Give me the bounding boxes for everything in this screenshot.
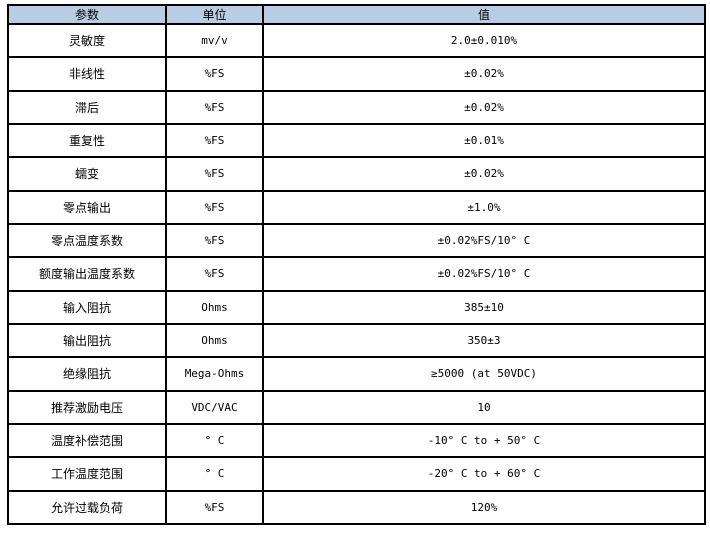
unit-cell: %FS <box>165 256 264 292</box>
param-cell: 工作温度范围 <box>7 456 167 492</box>
value-cell: -20° C to + 60° C <box>262 456 706 492</box>
table-body: 灵敏度 mv/v 2.0±0.010% 非线性 %FS ±0.02% 滞后 %FS ±0.02%… <box>7 22 706 526</box>
table-row: 工作温度范围 ° C -20° C to + 60° C <box>7 456 706 492</box>
table-row: 滞后 %FS ±0.02% <box>7 89 706 125</box>
param-cell: 滞后 <box>7 89 167 125</box>
param-cell: 零点输出 <box>7 189 167 225</box>
param-cell: 蠕变 <box>7 156 167 192</box>
value-cell: ±0.02% <box>262 56 706 92</box>
specification-table: 参数 单位 值 灵敏度 mv/v 2.0±0.010% 非线性 %FS ±0.02% 滞后%… <box>7 4 706 526</box>
column-header-parameter: 参数 <box>7 4 167 25</box>
value-cell: 350±3 <box>262 322 706 359</box>
table-row: 零点温度系数 %FS ±0.02%FS/10° C <box>7 222 706 259</box>
param-cell: 允许过载负荷 <box>7 489 167 526</box>
unit-cell: %FS <box>165 189 264 225</box>
unit-cell: %FS <box>165 156 264 192</box>
param-cell: 绝缘阻抗 <box>7 356 167 392</box>
param-cell: 输入阻抗 <box>7 289 167 325</box>
table-row: 温度补偿范围 ° C -10° C to + 50° C <box>7 422 706 459</box>
value-cell: ±0.02%FS/10° C <box>262 222 706 259</box>
header-row: 参数 单位 值 <box>7 4 706 25</box>
value-cell: ±0.02% <box>262 89 706 125</box>
param-cell: 零点温度系数 <box>7 222 167 259</box>
unit-cell: %FS <box>165 56 264 92</box>
unit-cell: mv/v <box>165 22 264 59</box>
table-row: 允许过载负荷 %FS 120% <box>7 489 706 526</box>
value-cell: ±0.01% <box>262 122 706 159</box>
unit-cell: Ohms <box>165 322 264 359</box>
table-row: 额度输出温度系数 %FS ±0.02%FS/10° C <box>7 256 706 292</box>
param-cell: 灵敏度 <box>7 22 167 59</box>
unit-cell: ° C <box>165 422 264 459</box>
value-cell: ±0.02% <box>262 156 706 192</box>
value-cell: 385±10 <box>262 289 706 325</box>
column-header-unit: 单位 <box>165 4 264 25</box>
value-cell: ±1.0% <box>262 189 706 225</box>
table-row: 输出阻抗 Ohms 350±3 <box>7 322 706 359</box>
table-row: 输入阻抗 Ohms 385±10 <box>7 289 706 325</box>
value-cell: 120% <box>262 489 706 526</box>
unit-cell: Ohms <box>165 289 264 325</box>
table-row: 重复性 %FS ±0.01% <box>7 122 706 159</box>
param-cell: 输出阻抗 <box>7 322 167 359</box>
param-cell: 非线性 <box>7 56 167 92</box>
value-cell: ±0.02%FS/10° C <box>262 256 706 292</box>
table-row: 零点输出 %FS ±1.0% <box>7 189 706 225</box>
table-row: 非线性 %FS ±0.02% <box>7 56 706 92</box>
table-row: 灵敏度 mv/v 2.0±0.010% <box>7 22 706 59</box>
table-row: 绝缘阻抗 Mega-Ohms ≥5000 (at 50VDC) <box>7 356 706 392</box>
table-row: 蠕变 %FS ±0.02% <box>7 156 706 192</box>
value-cell: 2.0±0.010% <box>262 22 706 59</box>
value-cell: 10 <box>262 389 706 425</box>
unit-cell: VDC/VAC <box>165 389 264 425</box>
param-cell: 温度补偿范围 <box>7 422 167 459</box>
param-cell: 推荐激励电压 <box>7 389 167 425</box>
unit-cell: %FS <box>165 489 264 526</box>
table-row: 推荐激励电压 VDC/VAC 10 <box>7 389 706 425</box>
value-cell: -10° C to + 50° C <box>262 422 706 459</box>
param-cell: 额度输出温度系数 <box>7 256 167 292</box>
column-header-value: 值 <box>262 4 706 25</box>
unit-cell: %FS <box>165 222 264 259</box>
param-cell: 重复性 <box>7 122 167 159</box>
unit-cell: %FS <box>165 122 264 159</box>
unit-cell: Mega-Ohms <box>165 356 264 392</box>
unit-cell: %FS <box>165 89 264 125</box>
unit-cell: ° C <box>165 456 264 492</box>
value-cell: ≥5000 (at 50VDC) <box>262 356 706 392</box>
